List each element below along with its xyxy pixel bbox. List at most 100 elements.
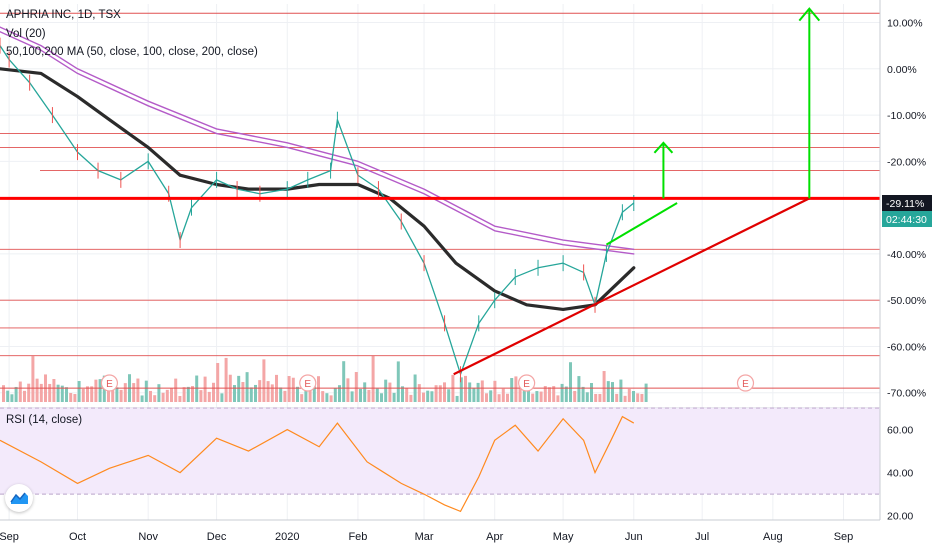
volume-bar [409, 394, 413, 402]
rsi-line [0, 415, 635, 513]
earnings-label: E [742, 379, 749, 390]
volume-bar [564, 386, 568, 402]
volume-bar [422, 392, 425, 402]
volume-bar [476, 382, 480, 402]
earnings-marker [100, 374, 119, 392]
earnings-label: E [304, 379, 311, 390]
y-tick-label: -20.00% [887, 156, 926, 168]
volume-bar [560, 383, 564, 402]
y-tick-label: -60.00% [887, 341, 926, 353]
volume-bar [552, 386, 556, 402]
rsi-tick-label: 40.00 [887, 468, 913, 480]
volume-bar [308, 388, 312, 402]
volume-bar [73, 394, 77, 402]
x-tick-label: Jun [625, 531, 643, 543]
volume-bar [434, 385, 438, 402]
volume-bar [342, 361, 346, 402]
x-tick-label: Sep [834, 531, 854, 543]
volume-bar [602, 371, 606, 402]
volume-bar [317, 376, 320, 402]
volume-bar [518, 379, 522, 402]
price-series [0, 37, 635, 383]
volume-bar [619, 379, 623, 402]
volume-bar [144, 380, 148, 402]
volume-bar [31, 356, 35, 402]
volume-bar [548, 387, 551, 402]
volume-bar [279, 387, 283, 402]
ma-line-50 [0, 67, 636, 312]
volume-bar [233, 385, 236, 402]
volume-bar [69, 393, 73, 402]
volume-bar [598, 394, 602, 402]
volume-bar [396, 361, 400, 402]
x-tick-label: Oct [69, 531, 86, 543]
volume-bar [371, 356, 375, 402]
volume-bar [380, 393, 383, 402]
volume-bar [333, 388, 337, 402]
volume-bar [350, 391, 354, 402]
x-tick-label: Jul [695, 531, 709, 543]
volume-bar [199, 390, 203, 402]
volume-bar [644, 383, 648, 402]
volume-bar [254, 384, 257, 402]
x-tick-label: Dec [207, 531, 227, 543]
volume-bar [136, 378, 140, 402]
volume-bar [611, 382, 614, 402]
x-tick-label: 2020 [275, 531, 299, 543]
volume-bar [527, 386, 530, 402]
volume-bar [405, 388, 409, 402]
volume-bar [367, 389, 371, 402]
horizontal-levels [0, 12, 880, 389]
earnings-marker [518, 374, 536, 392]
volume-bar [359, 388, 362, 402]
volume-bar [430, 391, 434, 402]
x-tick-label: Feb [348, 531, 367, 543]
volume-bar [39, 383, 43, 402]
volume-bars [2, 356, 648, 402]
volume-bar [149, 390, 152, 402]
ma-line-100 [0, 31, 635, 255]
volume-bar [304, 390, 308, 402]
volume-bar [262, 359, 266, 402]
volume-bar [447, 389, 451, 402]
x-tick-label: Nov [138, 531, 158, 543]
volume-bar [237, 375, 241, 402]
volume-bar [539, 391, 543, 402]
price-change-label: -29.11% [886, 198, 924, 210]
volume-bar [543, 386, 547, 402]
arrow-head [798, 7, 821, 22]
volume-bar [493, 380, 497, 402]
volume-bar [23, 390, 26, 402]
y-tick-label: -50.00% [887, 295, 926, 307]
volume-bar [485, 393, 488, 402]
tradingview-logo-icon[interactable] [5, 484, 33, 512]
x-tick-label: Apr [486, 531, 503, 543]
volume-bar [556, 395, 560, 402]
volume-bar [77, 381, 81, 402]
volume-bar [18, 381, 22, 402]
rsi-pane [0, 407, 880, 513]
rsi-tick-label: 60.00 [887, 425, 913, 437]
volume-bar [153, 395, 157, 402]
earnings-label: E [523, 379, 530, 390]
volume-bar [480, 380, 484, 402]
volume-bar [52, 378, 56, 402]
volume-bar [170, 388, 173, 402]
volume-bar [489, 390, 493, 402]
volume-bar [178, 395, 182, 402]
volume-bar [338, 385, 341, 402]
volume-bar [573, 390, 577, 402]
volume-bar [417, 384, 421, 402]
volume-bar [140, 395, 144, 402]
drawings [0, 7, 880, 376]
volume-bar [514, 376, 518, 402]
volume-bar [384, 379, 388, 402]
volume-bar [111, 388, 115, 402]
countdown-label: 02:44:30 [886, 214, 927, 226]
volume-bar [459, 377, 463, 402]
volume-bar [472, 387, 476, 402]
ma-legend: 50,100,200 MA (50, close, 100, close, 20… [6, 46, 258, 58]
